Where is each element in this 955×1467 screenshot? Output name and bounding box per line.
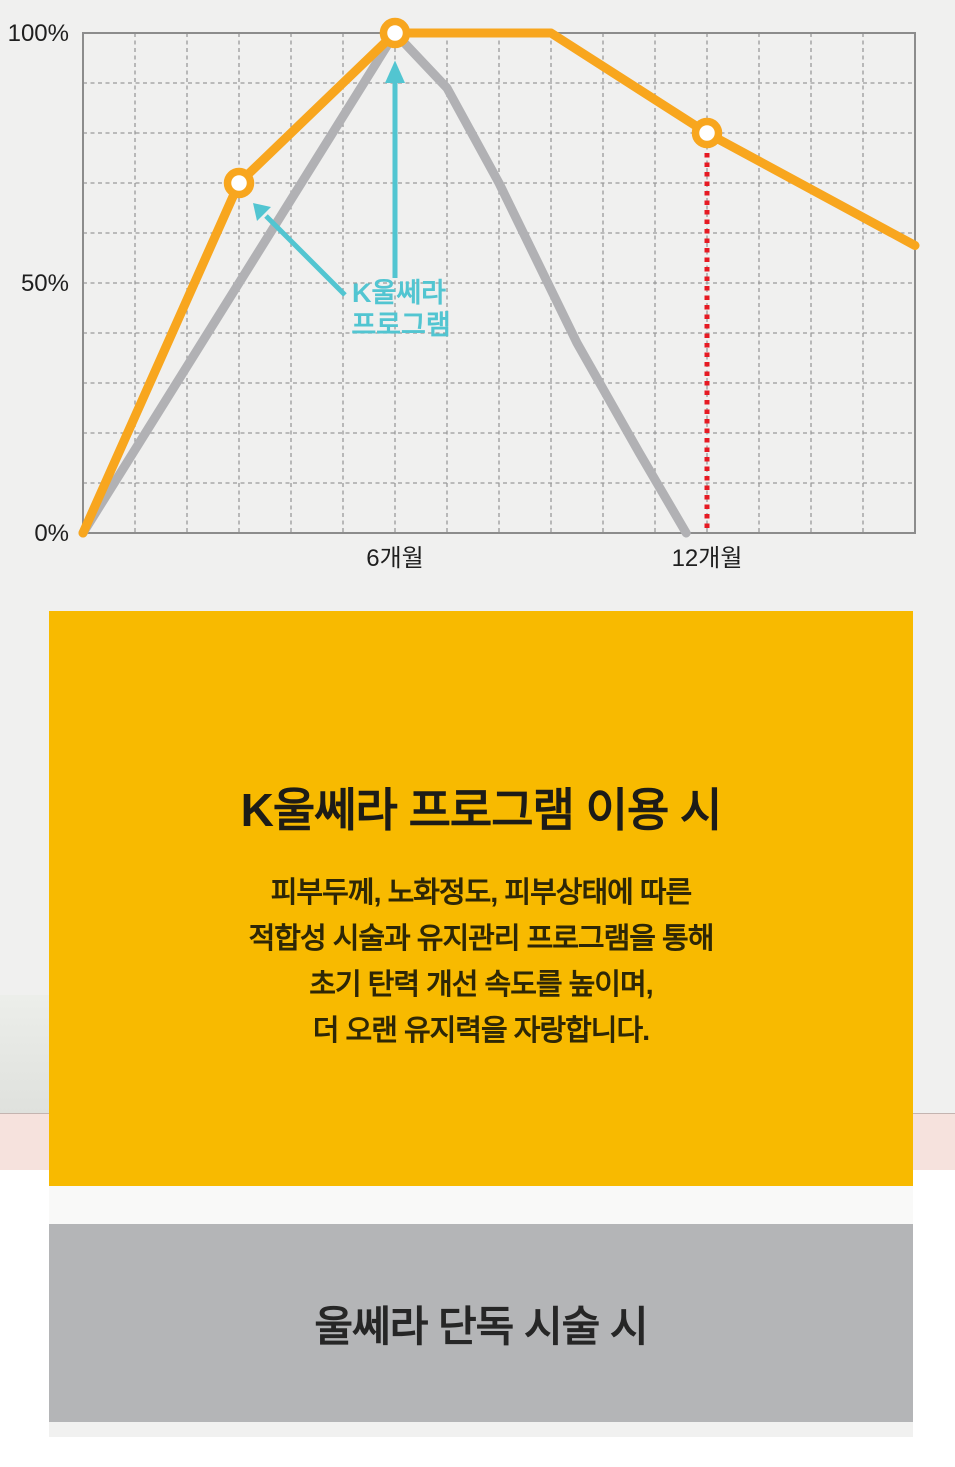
gray-panel-title: 울쎄라 단독 시술 시 (314, 1302, 648, 1350)
panel-title: K울쎄라 프로그램 이용 시 (240, 784, 723, 836)
series-line-k-ulthera-program (78, 28, 920, 538)
y-axis-label: 0% (34, 520, 69, 547)
y-axis-label: 50% (21, 270, 69, 297)
y-axis-label: 100% (8, 20, 69, 47)
annotation-label-line2: 프로그램 (351, 310, 450, 340)
left-margin-shade (0, 995, 49, 1113)
data-point-marker (379, 17, 411, 49)
panel-description: 피부두께, 노화정도, 피부상태에 따른 적합성 시술과 유지관리 프로그램을 … (49, 870, 913, 1054)
data-point-marker (691, 117, 723, 149)
ulthera-only-panel: 울쎄라 단독 시술 시 (49, 1224, 913, 1422)
x-axis-label: 12개월 (672, 545, 743, 572)
description-line: 더 오랜 유지력을 자랑합니다. (312, 1015, 650, 1047)
description-line: 적합성 시술과 유지관리 프로그램을 통해 (248, 923, 715, 955)
description-line: 초기 탄력 개선 속도를 높이며, (309, 969, 653, 1001)
annotation-arrowhead-vertical (385, 60, 405, 83)
annotation-arrowhead-diagonal (253, 203, 271, 221)
x-axis-label: 6개월 (366, 545, 424, 572)
data-point-marker (223, 167, 255, 199)
effect-duration-chart: K울쎄라 프로그램 100% 50% 0% 6개월 12개월 (0, 0, 955, 600)
panel-divider-gap (49, 1186, 913, 1224)
bottom-shade-strip (49, 1422, 913, 1437)
k-ulthera-program-panel: K울쎄라 프로그램 이용 시 피부두께, 노화정도, 피부상태에 따른 적합성 … (49, 611, 913, 1186)
description-line: 피부두께, 노화정도, 피부상태에 따른 (270, 877, 693, 909)
annotation-label-line1: K울쎄라 (352, 278, 446, 308)
annotation-arrow-diagonal (264, 214, 347, 297)
